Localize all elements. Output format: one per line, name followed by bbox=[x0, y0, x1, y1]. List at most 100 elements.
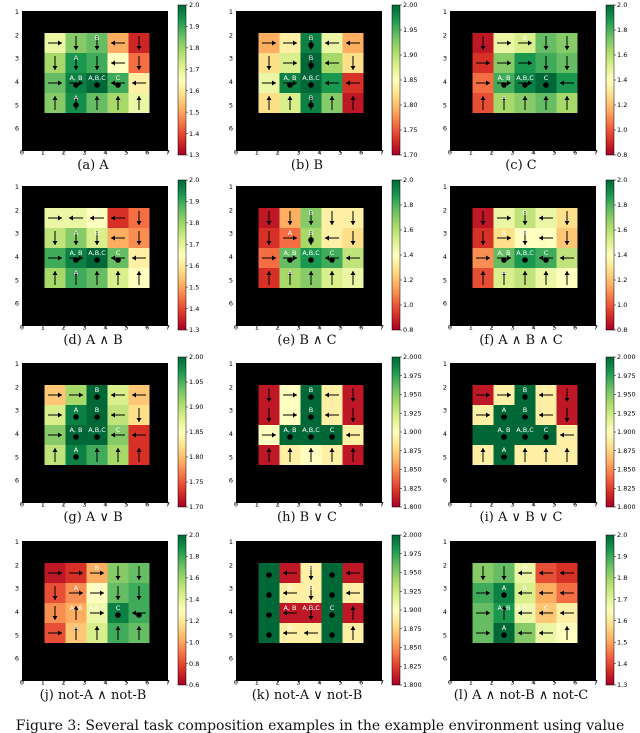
x-tick-label: 2 bbox=[62, 149, 66, 157]
colorbar-tick-label: 1.2 bbox=[617, 101, 627, 109]
object-label: B bbox=[523, 34, 527, 42]
x-tick-label: 3 bbox=[511, 501, 515, 509]
colorbar-tick-label: 1.4 bbox=[189, 305, 199, 313]
y-tick-label: 6 bbox=[15, 477, 19, 485]
arrow-head bbox=[94, 46, 100, 50]
arrow-head bbox=[100, 590, 104, 596]
arrow-head bbox=[560, 255, 564, 261]
heatmap-svg: B A B A, B A,B,C C A 0 1 2 3 4 5 6 7 1 2 3 4 5 6 1.800 1.825 1.… bbox=[229, 531, 422, 689]
arrow-head bbox=[308, 616, 314, 620]
arrow-head bbox=[528, 80, 532, 86]
object-label: B bbox=[95, 564, 99, 572]
y-tick-label: 6 bbox=[443, 125, 447, 133]
heatmap-svg: A B A, B A,B,C C A 0 1 2 3 4 5 6 7 1 2 3 4 5 6 1.3 1.4 1.5 1.6 1… bbox=[15, 1, 199, 159]
object-label: A bbox=[502, 584, 507, 592]
colorbar-tick-label: 1.90 bbox=[403, 51, 417, 59]
goal-dot bbox=[266, 632, 272, 638]
arrow-head bbox=[350, 66, 356, 70]
arrow-head bbox=[539, 412, 543, 418]
object-label: B bbox=[309, 34, 313, 42]
arrow-head bbox=[266, 271, 272, 275]
colorbar-tick-label: 1.850 bbox=[403, 644, 422, 652]
arrow-head bbox=[350, 221, 356, 225]
chart-panel: B A B A, B A,B,C C A 0 1 2 3 4 5 6 7 1 2 3 4 5 6 1.800 1.825 1.… bbox=[222, 531, 422, 705]
arrow-head bbox=[272, 80, 276, 86]
arrow-head bbox=[115, 271, 121, 275]
object-label: B bbox=[309, 564, 313, 572]
arrow-head bbox=[486, 610, 490, 616]
y-tick-label: 5 bbox=[15, 276, 19, 284]
goal-dot bbox=[522, 257, 528, 263]
object-label: B bbox=[523, 584, 527, 592]
x-tick-label: 6 bbox=[145, 149, 149, 157]
arrow-head bbox=[518, 590, 522, 596]
y-tick-label: 6 bbox=[443, 477, 447, 485]
x-tick-label: 4 bbox=[317, 324, 321, 332]
arrow-head bbox=[564, 418, 570, 422]
goal-dot bbox=[94, 434, 100, 440]
y-tick-label: 1 bbox=[443, 360, 447, 368]
x-tick-label: 3 bbox=[297, 679, 301, 687]
goal-dot bbox=[266, 572, 272, 578]
arrow-head bbox=[507, 80, 511, 86]
object-label: B bbox=[523, 209, 527, 217]
arrow-head bbox=[293, 412, 297, 418]
x-tick-label: 7 bbox=[380, 501, 384, 509]
colorbar-tick-label: 2.000 bbox=[403, 531, 422, 539]
colorbar-tick-label: 1.80 bbox=[403, 101, 417, 109]
y-tick-label: 2 bbox=[15, 31, 19, 39]
y-tick-label: 5 bbox=[229, 631, 233, 639]
colorbar-tick-label: 1.975 bbox=[403, 372, 422, 380]
colorbar-tick-label: 2.000 bbox=[403, 353, 422, 361]
colorbar bbox=[177, 356, 187, 508]
arrow-head bbox=[111, 215, 115, 221]
colorbar-tick-label: 2.0 bbox=[189, 531, 199, 539]
arrow-head bbox=[304, 630, 308, 636]
x-tick-label: 0 bbox=[20, 679, 24, 687]
x-tick-label: 1 bbox=[255, 324, 259, 332]
goal-dot bbox=[308, 414, 314, 420]
colorbar-tick-label: 1.825 bbox=[403, 484, 422, 492]
x-tick-label: 0 bbox=[448, 324, 452, 332]
x-tick-label: 0 bbox=[234, 679, 238, 687]
colorbar bbox=[391, 356, 401, 508]
y-tick-label: 4 bbox=[443, 608, 447, 616]
colorbar-tick-label: 1.800 bbox=[403, 503, 422, 511]
object-label: A bbox=[502, 229, 507, 237]
arrow-head bbox=[136, 241, 142, 245]
y-tick-label: 5 bbox=[229, 101, 233, 109]
heatmap-svg: B A B A, B A,B,C C A 0 1 2 3 4 5 6 7 1 2 3 4 5 6 1.3 1.4 1.5 1.6… bbox=[15, 176, 199, 334]
arrow-head bbox=[480, 271, 486, 275]
panel-caption: (b) B bbox=[290, 158, 324, 173]
arrow-head bbox=[266, 241, 272, 245]
colorbar-tick-label: 1.95 bbox=[189, 378, 203, 386]
y-tick-label: 6 bbox=[443, 300, 447, 308]
arrow-head bbox=[136, 271, 142, 275]
arrow-head bbox=[560, 570, 564, 576]
chart-panel: B A B A, B A,B,C C A 0 1 2 3 4 5 6 7 1 2 3 4 5 6 1.800 1.825 1.… bbox=[436, 353, 636, 527]
arrow-head bbox=[266, 418, 272, 422]
arrow-head bbox=[132, 80, 136, 86]
x-tick-label: 5 bbox=[338, 149, 342, 157]
goal-dot bbox=[522, 414, 528, 420]
arrow-head bbox=[136, 221, 142, 225]
colorbar-tick-label: 1.85 bbox=[403, 76, 417, 84]
arrow-head bbox=[486, 392, 490, 398]
panel-caption: (i) A ∨ B ∨ C bbox=[479, 510, 563, 525]
colorbar-tick-label: 1.8 bbox=[617, 26, 627, 34]
object-label: A, B bbox=[69, 604, 82, 612]
goal-dot bbox=[522, 434, 528, 440]
arrow-head bbox=[94, 626, 100, 630]
goal-dot bbox=[94, 394, 100, 400]
y-tick-label: 4 bbox=[15, 253, 19, 261]
object-label: A bbox=[74, 229, 79, 237]
colorbar-tick-label: 1.75 bbox=[403, 126, 417, 134]
object-label: A bbox=[502, 624, 507, 632]
chart-panel: B A B A, B A,B,C C A 0 1 2 3 4 5 6 7 1 2 3 4 5 6 0.8 1.0 1.2 1.4… bbox=[222, 176, 413, 350]
x-tick-label: 4 bbox=[103, 324, 107, 332]
goal-dot bbox=[329, 612, 335, 618]
goal-dot bbox=[308, 102, 314, 108]
arrow-head bbox=[308, 576, 314, 580]
colorbar-tick-label: 1.8 bbox=[189, 553, 199, 561]
goal-dot bbox=[73, 257, 79, 263]
